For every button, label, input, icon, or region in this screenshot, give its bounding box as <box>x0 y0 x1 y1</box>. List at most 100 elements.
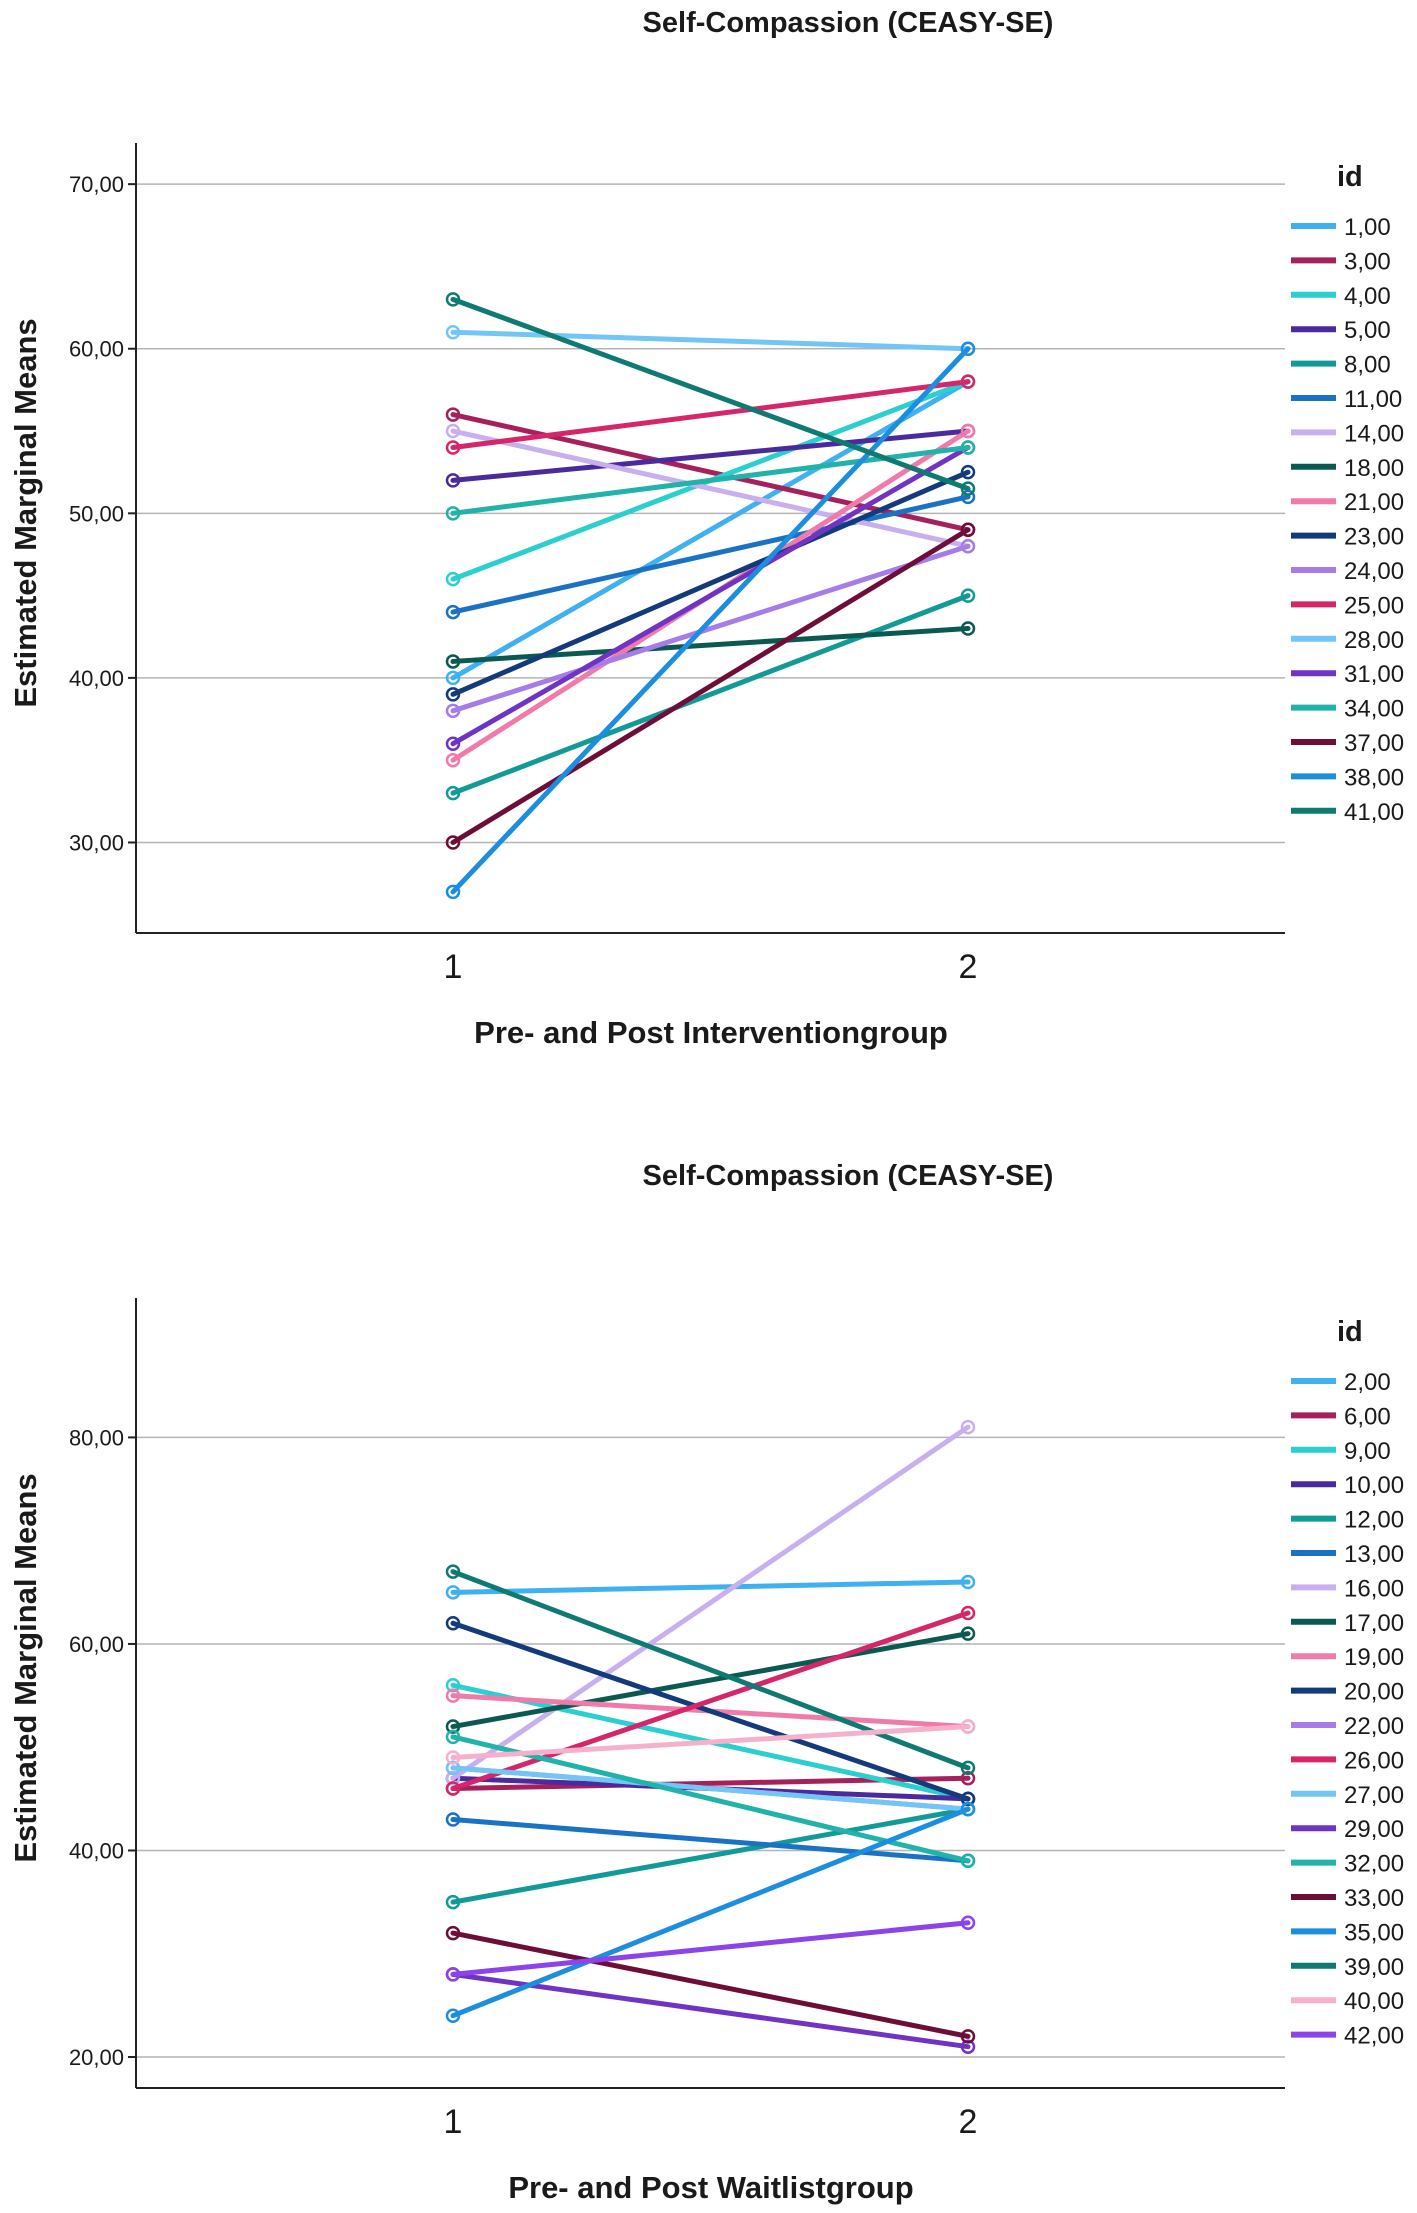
data-point-16,00 <box>445 1770 461 1786</box>
data-point-20,00 <box>960 1791 976 1807</box>
legend-label: 5,00 <box>1344 317 1391 344</box>
legend-label: 38,00 <box>1344 764 1404 791</box>
data-point-39,00 <box>960 1760 976 1776</box>
data-point-42,00 <box>960 1915 976 1931</box>
y-tick-label: 30,00 <box>69 830 124 855</box>
y-axis-title: Estimated Marginal Means <box>8 318 43 707</box>
gridlines <box>128 183 1285 844</box>
data-point-27,00 <box>445 1760 461 1776</box>
data-point-37,00 <box>960 522 976 538</box>
legend-label: 32,00 <box>1344 1851 1404 1878</box>
legend-label: 20,00 <box>1344 1679 1404 1706</box>
legend-label: 16,00 <box>1344 1575 1404 1602</box>
legend-label: 18,00 <box>1344 455 1404 482</box>
data-point-40,00 <box>445 1750 461 1765</box>
data-point-20,00 <box>445 1616 461 1631</box>
legend-label: 2,00 <box>1344 1369 1391 1396</box>
legend-label: 10,00 <box>1344 1472 1404 1499</box>
data-point-40,00 <box>960 1719 976 1734</box>
legend-label: 23,00 <box>1344 524 1404 551</box>
data-point-24,00 <box>960 538 976 554</box>
legend-label: 13,00 <box>1344 1541 1404 1568</box>
series-line-14,00 <box>450 428 971 549</box>
data-points <box>445 292 976 900</box>
y-tick-label: 60,00 <box>69 337 124 362</box>
data-point-16,00 <box>960 1419 976 1435</box>
legend-label: 37,00 <box>1344 730 1404 757</box>
data-point-11,00 <box>445 604 461 620</box>
x-tick-label: 1 <box>444 948 463 986</box>
data-point-19,00 <box>445 1688 461 1703</box>
series-line-16,00 <box>450 1424 971 1781</box>
data-point-3,00 <box>445 407 461 422</box>
legend: id 1,00 3,00 4,00 5,00 8,00 11,00 14,00 18,00 21… <box>1291 161 1404 826</box>
y-tick-label: 40,00 <box>69 666 124 691</box>
data-point-39,00 <box>445 1564 461 1579</box>
series-line-23,00 <box>450 469 971 697</box>
data-point-35,00 <box>960 1801 976 1817</box>
series-line-29,00 <box>450 1971 971 2050</box>
data-point-23,00 <box>960 464 976 480</box>
data-point-18,00 <box>445 654 461 669</box>
legend-label: 1,00 <box>1344 214 1391 241</box>
data-point-18,00 <box>960 621 976 636</box>
legend-label: 29,00 <box>1344 1816 1404 1843</box>
series-line-11,00 <box>450 494 971 615</box>
series-lines <box>450 1424 971 2050</box>
data-point-29,00 <box>960 2039 976 2054</box>
data-point-8,00 <box>960 588 976 603</box>
data-point-12,00 <box>445 1894 461 1910</box>
data-point-21,00 <box>445 752 461 768</box>
legend-label: 34,00 <box>1344 696 1404 723</box>
series-line-39,00 <box>450 1569 971 1771</box>
data-point-14,00 <box>445 423 461 439</box>
legend-label: 19,00 <box>1344 1644 1404 1671</box>
legend-label: 17,00 <box>1344 1610 1404 1637</box>
data-point-2,00 <box>445 1585 461 1600</box>
data-point-21,00 <box>960 423 976 439</box>
data-point-24,00 <box>445 703 461 719</box>
data-point-28,00 <box>445 325 461 340</box>
legend-label: 39,00 <box>1344 1954 1404 1981</box>
y-tick-label: 20,00 <box>69 2045 124 2070</box>
data-point-31,00 <box>445 736 461 751</box>
series-line-12,00 <box>450 1806 971 1905</box>
y-axis-title: Estimated Marginal Means <box>8 1473 43 1862</box>
series-line-41,00 <box>450 296 971 492</box>
legend-label: 35,00 <box>1344 1919 1404 1946</box>
legend-label: 3,00 <box>1344 248 1391 275</box>
data-point-26,00 <box>960 1605 976 1621</box>
data-point-34,00 <box>445 506 461 521</box>
data-point-4,00 <box>445 571 461 587</box>
legend-label: 24,00 <box>1344 558 1404 585</box>
legend-label: 8,00 <box>1344 352 1391 379</box>
legend-label: 11,00 <box>1344 386 1402 413</box>
y-tick-label: 70,00 <box>69 172 124 197</box>
legend-label: 41,00 <box>1344 799 1404 826</box>
chart-waitlist: Self-Compassion (CEASY-SE) 20,00 40,00 60,… <box>8 1160 1404 2205</box>
data-point-34,00 <box>960 440 976 455</box>
y-tick-label: 80,00 <box>69 1425 124 1450</box>
gridlines <box>128 1436 1285 2059</box>
data-point-17,00 <box>445 1719 461 1734</box>
data-point-38,00 <box>960 341 976 356</box>
x-tick-label: 2 <box>959 2103 978 2141</box>
legend-label: 4,00 <box>1344 283 1391 310</box>
data-point-42,00 <box>445 1967 461 1982</box>
x-tick-label: 2 <box>959 948 978 986</box>
data-point-33,00 <box>960 2029 976 2044</box>
series-line-8,00 <box>450 593 971 796</box>
data-point-33,00 <box>445 1925 461 1941</box>
data-point-25,00 <box>445 440 461 455</box>
data-point-8,00 <box>445 785 461 801</box>
series-line-20,00 <box>450 1620 971 1802</box>
data-point-32,00 <box>445 1729 461 1745</box>
legend: id 2,00 6,00 9,00 10,00 12,00 13,00 16,00 17,00… <box>1291 1316 1404 2050</box>
y-tick-labels: 30,00 40,00 50,00 60,00 70,00 <box>69 172 124 855</box>
data-point-9,00 <box>445 1678 461 1693</box>
data-point-11,00 <box>960 489 976 505</box>
legend-label: 25,00 <box>1344 592 1404 619</box>
x-axis-title: Pre- and Post Interventiongroup <box>474 1015 948 1050</box>
data-point-26,00 <box>445 1781 461 1796</box>
